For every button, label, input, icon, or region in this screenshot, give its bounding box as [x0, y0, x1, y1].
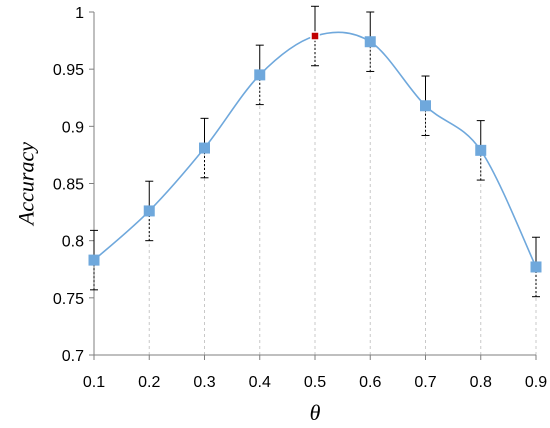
data-point	[143, 205, 155, 217]
x-tick-label: 0.7	[414, 374, 436, 391]
highlighted-data-point	[310, 31, 320, 41]
y-tick-label: 0.95	[53, 62, 84, 79]
x-tick-label: 0.1	[83, 374, 105, 391]
y-tick-label: 0.85	[53, 177, 84, 194]
x-tick-label: 0.5	[304, 374, 326, 391]
error-bars	[90, 5, 540, 298]
y-tick-label: 0.9	[62, 119, 84, 136]
data-point	[254, 69, 266, 81]
y-tick-label: 1	[75, 5, 84, 22]
error-bar	[311, 5, 319, 67]
x-axis-ticks: 0.1 0.2 0.3 0.4 0.5 0.6 0.7 0.8 0.9	[83, 355, 547, 391]
y-tick-label: 0.75	[53, 291, 84, 308]
x-tick-label: 0.6	[359, 374, 381, 391]
data-point	[199, 142, 210, 154]
y-tick-label: 0.7	[62, 348, 84, 365]
data-point	[420, 100, 431, 112]
y-axis-title: Accuracy	[14, 142, 39, 227]
x-tick-label: 0.3	[193, 374, 215, 391]
x-axis-title: θ	[310, 400, 321, 425]
data-points	[88, 31, 542, 273]
y-tick-label: 0.8	[62, 234, 84, 251]
x-tick-label: 0.9	[525, 374, 547, 391]
axes	[93, 12, 536, 356]
data-point	[530, 261, 542, 273]
gridlines	[93, 36, 537, 355]
y-axis-ticks: 0.7 0.75 0.8 0.85 0.9 0.95 1	[53, 5, 94, 365]
data-point	[88, 254, 100, 266]
x-tick-label: 0.2	[138, 374, 160, 391]
x-tick-label: 0.8	[470, 374, 492, 391]
data-point	[475, 144, 487, 156]
data-point	[364, 36, 376, 48]
x-tick-label: 0.4	[249, 374, 271, 391]
